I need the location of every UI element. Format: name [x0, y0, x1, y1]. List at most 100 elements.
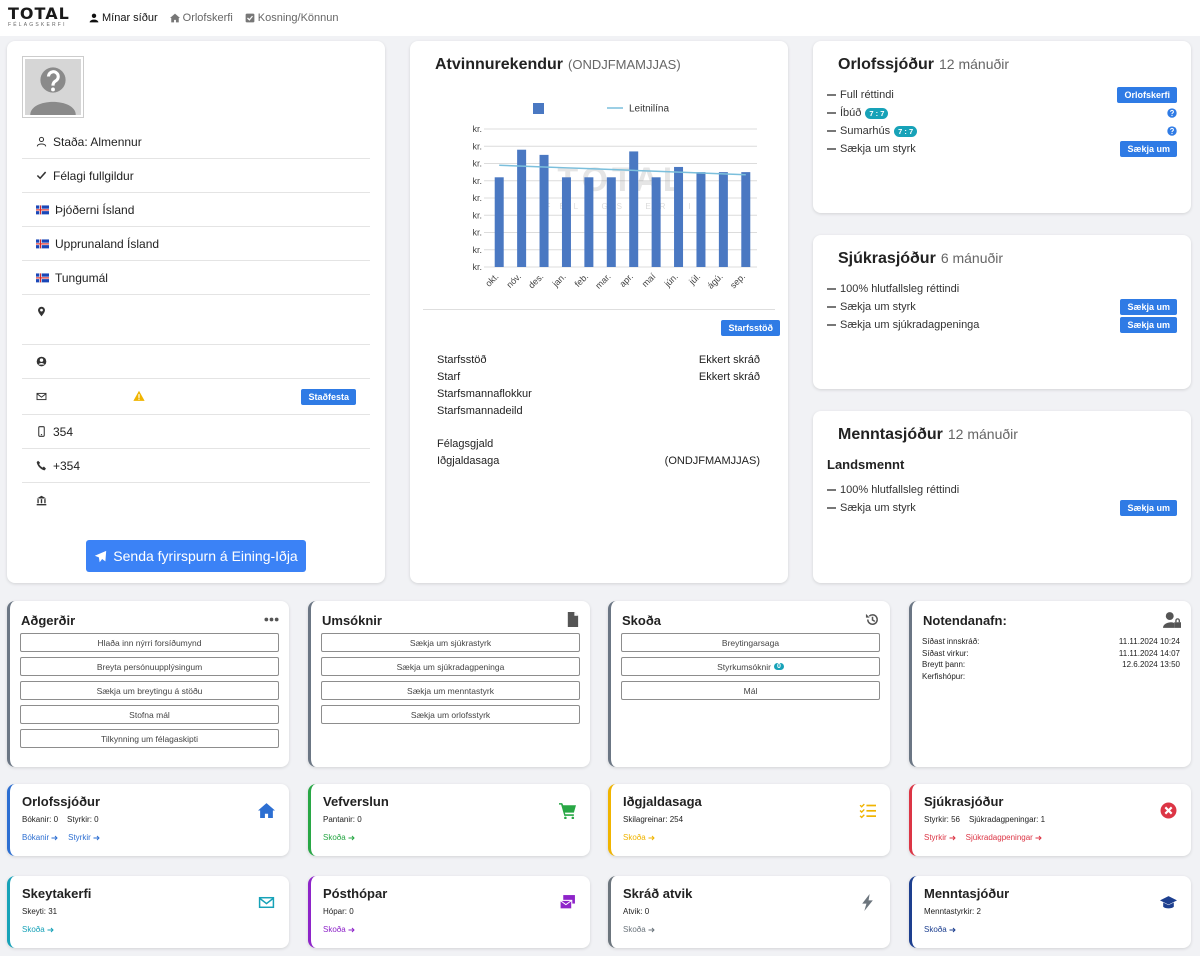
- panel-button[interactable]: Sækja um orlofsstyrk: [321, 705, 580, 724]
- fund-button[interactable]: Sækja um: [1120, 317, 1177, 333]
- call-icon: [36, 460, 46, 471]
- tile-link[interactable]: Skoða: [623, 924, 656, 935]
- employer-row: Starfsstöð Ekkert skráð: [437, 351, 760, 368]
- warn-icon: [133, 390, 145, 401]
- user-row-value: 12.6.2024 13:50: [1122, 660, 1180, 669]
- tile-stats: Atvik: 0: [623, 907, 843, 918]
- tile-stats: Hópar: 0: [323, 907, 543, 918]
- employer-row: Starfsmannadeild: [437, 402, 760, 419]
- arrow-icon: [93, 835, 100, 840]
- nav-link-text: Orlofskerfi: [182, 12, 233, 24]
- tile-links: Skoða: [623, 924, 863, 935]
- send-icon: [95, 550, 107, 562]
- fund-title-text: Sjúkrasjóður: [838, 250, 936, 267]
- arrow-icon: [47, 927, 54, 932]
- fund-button[interactable]: Sækja um: [1120, 500, 1177, 516]
- pin-icon: [38, 306, 45, 317]
- tile-link[interactable]: Skoða: [924, 924, 957, 935]
- panel-button[interactable]: Sækja um menntastyrk: [321, 681, 580, 700]
- flag-icon: [36, 273, 49, 283]
- fund-item: Full réttindi Orlofskerfi: [827, 86, 1177, 104]
- mail-icon: [258, 896, 275, 909]
- send-inquiry-button[interactable]: Senda fyrirspurn á Eining-Iðja: [86, 540, 306, 572]
- fund-item-text: Sækja um styrk: [840, 143, 916, 155]
- bullet-dash: [827, 94, 836, 96]
- fund-item: 100% hlutfallsleg réttindi: [827, 280, 1177, 298]
- fund-item: Sækja um styrk Sækja um: [827, 140, 1177, 158]
- employer-title: Atvinnurekendur (ONDJFMAMJJAS): [435, 56, 775, 78]
- tile-links: Skoða: [22, 924, 262, 935]
- panel-button[interactable]: Tilkynning um félagaskipti: [20, 729, 279, 748]
- tile-link[interactable]: Skoða: [623, 832, 656, 843]
- x-tick-label: júl.: [686, 271, 702, 287]
- bullet-dash: [827, 489, 836, 491]
- bar: [561, 177, 571, 267]
- panel-button-text: Sækja um orlofsstyrk: [410, 709, 491, 720]
- trend-line: [499, 164, 746, 176]
- fund-badge: 7 : 7: [894, 125, 918, 137]
- tile-title: Iðgjaldasaga: [623, 794, 702, 809]
- panel-button[interactable]: Mál: [621, 681, 880, 700]
- flag-icon: [36, 205, 49, 215]
- panel-button[interactable]: Sækja um sjúkrastyrk: [321, 633, 580, 652]
- panel-button[interactable]: Breyta persónuupplýsingum: [20, 657, 279, 676]
- fund-button[interactable]: Sækja um: [1120, 141, 1177, 157]
- tile-link-text: Skoða: [22, 925, 45, 934]
- shortcut-tile: Skeytakerfi Skeyti: 31 Skoða: [7, 876, 289, 948]
- fund-card: Orlofssjóður 12 mánuðir Full réttindi Orlof…: [813, 41, 1191, 213]
- bullet-dash: [827, 148, 836, 150]
- user-row-label: Síðast virkur:: [922, 648, 969, 658]
- employer-row-value: (ONDJFMAMJJAS): [664, 454, 760, 467]
- tile-link[interactable]: Styrkir: [924, 832, 957, 843]
- employer-period: (ONDJFMAMJJAS): [568, 57, 681, 72]
- tile-title: Pósthópar: [323, 886, 388, 901]
- employer-title-text: Atvinnurekendur: [435, 56, 564, 73]
- tile-link[interactable]: Skoða: [22, 924, 55, 935]
- user-row: Kerfishópur:: [922, 672, 1180, 683]
- panel-button[interactable]: Hlaða inn nýrri forsíðumynd: [20, 633, 279, 652]
- fund-item-text: Sækja um styrk: [840, 301, 916, 313]
- bar: [584, 177, 594, 267]
- panel-button-text: Mál: [743, 685, 758, 696]
- tile-link[interactable]: Skoða: [323, 832, 356, 843]
- panel-button[interactable]: Breytingarsaga: [621, 633, 880, 652]
- profile-row: +354: [22, 449, 370, 483]
- bar: [539, 154, 549, 267]
- panel-button[interactable]: Sækja um sjúkradagpeninga: [321, 657, 580, 676]
- tile-links: Styrkir Sjúkradagpeningar: [924, 832, 1164, 843]
- tile-stat: Pantanir: 0: [323, 815, 362, 824]
- action-panel: Umsóknir Sækja um sjúkrastyrk Sækja um sjú…: [308, 601, 590, 767]
- tile-stat: Sjúkradagpeningar: 1: [969, 815, 1046, 824]
- fund-period: 12 mánuðir: [939, 56, 1010, 72]
- tile-link[interactable]: Skoða: [323, 924, 356, 935]
- employer-row-label: Starfsmannaflokkur: [437, 387, 532, 400]
- nav-link[interactable]: Kosning/Könnun: [245, 12, 339, 24]
- history-icon: [865, 613, 878, 625]
- x-tick-label: okt.: [483, 271, 500, 288]
- tile-link[interactable]: Sjúkradagpeningar: [966, 832, 1043, 843]
- xcircle-icon: [1160, 802, 1177, 819]
- profile-row: 354: [22, 415, 370, 449]
- fund-item: Íbúð 7 : 7: [827, 104, 1177, 122]
- panel-button[interactable]: Stofna mál: [20, 705, 279, 724]
- tile-stat: Hópar: 0: [323, 907, 354, 916]
- tile-link[interactable]: Styrkir: [68, 832, 101, 843]
- panel-title: Umsóknir: [322, 613, 382, 628]
- profile-row: Staða: Almennur: [22, 125, 370, 159]
- nav-link[interactable]: Orlofskerfi: [169, 12, 233, 24]
- tile-link[interactable]: Bókanir: [22, 832, 59, 843]
- profile-row-text: 354: [53, 424, 74, 439]
- fund-button[interactable]: Orlofskerfi: [1117, 87, 1177, 103]
- fund-button[interactable]: Sækja um: [1120, 299, 1177, 315]
- y-tick-label: kr.: [472, 141, 482, 151]
- confirm-email-button[interactable]: Staðfesta: [301, 389, 356, 405]
- panel-button[interactable]: Styrkumsóknir 0: [621, 657, 880, 676]
- panel-button[interactable]: Sækja um breytingu á stöðu: [20, 681, 279, 700]
- nav-link[interactable]: Mínar síður: [89, 12, 158, 24]
- dots-icon: [264, 617, 279, 622]
- panel-button-text: Tilkynning um félagaskipti: [100, 733, 198, 744]
- employer-row: Iðgjaldasaga (ONDJFMAMJJAS): [437, 452, 760, 469]
- workplace-button[interactable]: Starfsstöð: [721, 320, 780, 336]
- fund-item: Sækja um styrk Sækja um: [827, 499, 1177, 517]
